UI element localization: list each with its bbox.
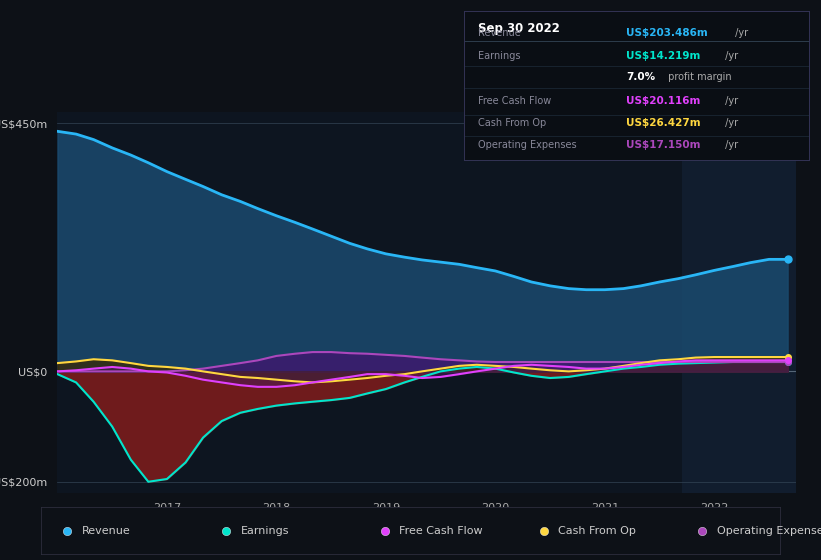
Text: /yr: /yr [722, 52, 739, 61]
Text: US$17.150m: US$17.150m [626, 141, 700, 150]
Text: Free Cash Flow: Free Cash Flow [478, 96, 551, 106]
Text: /yr: /yr [722, 118, 739, 128]
Text: /yr: /yr [732, 27, 748, 38]
Text: Operating Expenses: Operating Expenses [718, 526, 821, 535]
Text: /yr: /yr [722, 96, 739, 106]
Text: Sep 30 2022: Sep 30 2022 [478, 22, 560, 35]
Text: Earnings: Earnings [241, 526, 289, 535]
Text: Revenue: Revenue [82, 526, 131, 535]
Text: Cash From Op: Cash From Op [478, 118, 546, 128]
Text: US$14.219m: US$14.219m [626, 52, 700, 61]
Text: /yr: /yr [722, 141, 739, 150]
Bar [681, 112, 796, 493]
Text: Operating Expenses: Operating Expenses [478, 141, 576, 150]
Text: Earnings: Earnings [478, 52, 521, 61]
Text: US$26.427m: US$26.427m [626, 118, 700, 128]
Text: US$203.486m: US$203.486m [626, 27, 708, 38]
Text: US$20.116m: US$20.116m [626, 96, 700, 106]
Text: Free Cash Flow: Free Cash Flow [400, 526, 483, 535]
Text: profit margin: profit margin [664, 72, 732, 82]
Text: 7.0%: 7.0% [626, 72, 655, 82]
Text: Cash From Op: Cash From Op [558, 526, 636, 535]
Text: Revenue: Revenue [478, 27, 521, 38]
